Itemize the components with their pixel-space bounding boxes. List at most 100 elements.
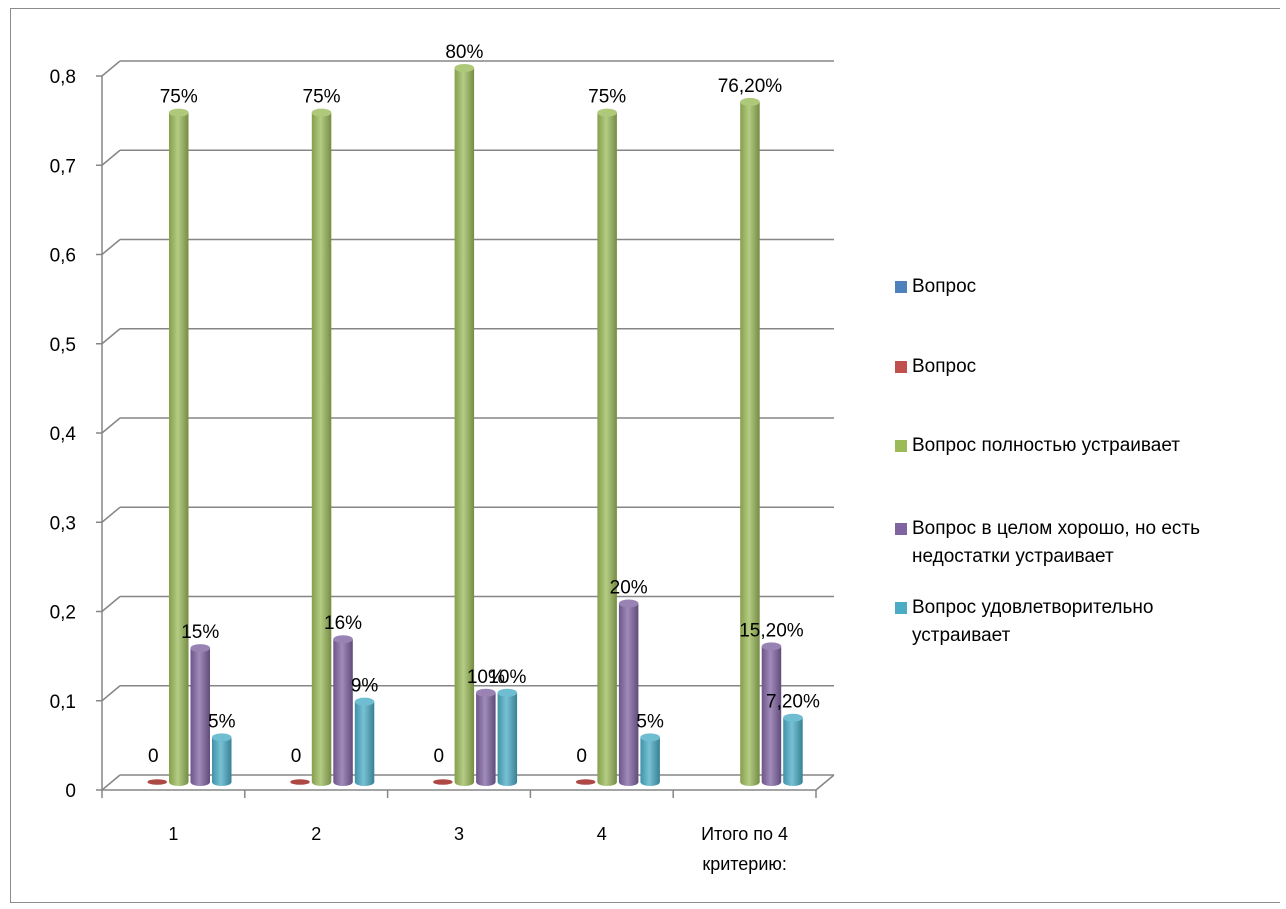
data-label: 75% bbox=[588, 87, 626, 108]
data-label: 7,20% bbox=[766, 692, 820, 713]
bar-top bbox=[454, 64, 475, 72]
legend-label: Вопрос удовлетворительно устраивает bbox=[912, 597, 1154, 646]
data-label: 5% bbox=[636, 711, 664, 732]
bar bbox=[618, 599, 639, 786]
gridline-depth bbox=[101, 595, 121, 613]
bar-body bbox=[333, 639, 353, 786]
bar-body bbox=[740, 101, 760, 787]
data-label: 10% bbox=[467, 667, 505, 688]
bar-top bbox=[761, 642, 782, 651]
bar-body bbox=[354, 701, 375, 786]
data-label: 0 bbox=[434, 746, 445, 767]
x-tick-label: 2 bbox=[311, 824, 321, 844]
data-label: 5% bbox=[208, 711, 236, 732]
bar bbox=[290, 779, 310, 785]
bar-body bbox=[597, 112, 617, 786]
bar-body bbox=[640, 737, 660, 786]
legend-label: Вопрос полностью устраивает bbox=[912, 435, 1180, 456]
bar-zero-disc bbox=[290, 779, 310, 785]
bar bbox=[640, 733, 660, 786]
bar bbox=[433, 779, 453, 785]
bar-body bbox=[761, 646, 782, 786]
data-label: 80% bbox=[445, 42, 483, 63]
bar-top bbox=[740, 97, 760, 106]
bar-top bbox=[597, 108, 617, 117]
bar-zero-disc bbox=[575, 779, 596, 785]
bar-top bbox=[169, 108, 189, 117]
y-tick-label: 0,3 bbox=[50, 513, 76, 534]
bar-top bbox=[618, 599, 639, 608]
y-tick-label: 0,4 bbox=[50, 424, 77, 445]
x-tick-label: 4 bbox=[597, 824, 607, 844]
bar bbox=[497, 688, 518, 786]
data-label: 15% bbox=[181, 622, 219, 643]
bar-top bbox=[783, 713, 803, 722]
bar bbox=[147, 779, 167, 785]
bar-layer bbox=[147, 64, 803, 787]
bar-top bbox=[190, 644, 210, 653]
legend-swatch bbox=[895, 523, 907, 535]
y-tick-label: 0,7 bbox=[50, 156, 76, 177]
legend-item: Вопрос удовлетворительно устраивает bbox=[895, 594, 1212, 650]
data-label: 9% bbox=[351, 676, 379, 697]
bar bbox=[476, 688, 496, 786]
legend-swatch bbox=[895, 440, 907, 452]
bar-top bbox=[476, 688, 496, 697]
bar bbox=[354, 697, 375, 786]
x-tick-label: 1 bbox=[168, 824, 178, 844]
y-tick-label: 0,1 bbox=[50, 692, 76, 713]
bar-body bbox=[783, 717, 803, 786]
bar bbox=[169, 108, 189, 786]
data-label: 16% bbox=[324, 613, 362, 634]
bar-top bbox=[212, 733, 232, 742]
data-label: 0 bbox=[576, 746, 587, 767]
data-label: 0 bbox=[291, 746, 302, 767]
bar bbox=[597, 108, 617, 786]
legend-item: Вопрос bbox=[895, 353, 1212, 381]
bar bbox=[333, 635, 353, 786]
gridline-depth bbox=[101, 774, 121, 791]
bar-body bbox=[190, 648, 210, 786]
data-label: 75% bbox=[160, 87, 198, 108]
legend-swatch bbox=[895, 361, 907, 373]
data-label: 10% bbox=[488, 667, 526, 688]
bar-body bbox=[476, 692, 496, 786]
legend-item: Вопрос полностью устраивает bbox=[895, 432, 1212, 460]
gridline-depth bbox=[101, 685, 121, 702]
bar bbox=[190, 644, 210, 786]
bar-zero-disc bbox=[147, 779, 167, 785]
bar bbox=[575, 779, 596, 785]
bar-top bbox=[497, 688, 518, 697]
legend-label: Вопрос в целом хорошо, но есть недостатк… bbox=[912, 518, 1200, 567]
bar bbox=[783, 713, 803, 786]
data-label: 20% bbox=[610, 578, 648, 599]
y-tick-label: 0,8 bbox=[50, 67, 76, 88]
bar-body bbox=[497, 692, 518, 786]
legend-swatch bbox=[895, 602, 907, 614]
bar bbox=[740, 97, 760, 787]
bar bbox=[311, 108, 332, 786]
y-tick-label: 0,5 bbox=[50, 335, 76, 356]
gridline-depth bbox=[101, 328, 121, 345]
label-layer: 0 75% 15% 5% 0 75% 16% 9% 0 80% 10%10% 0 75% 20% 5% 76,… bbox=[148, 42, 820, 767]
bar-zero-disc bbox=[433, 779, 453, 785]
floor-edge bbox=[815, 774, 835, 791]
bar bbox=[212, 733, 232, 786]
legend-item: Вопрос в целом хорошо, но есть недостатк… bbox=[895, 515, 1212, 571]
bar-body bbox=[618, 603, 639, 786]
y-tick-label: 0 bbox=[65, 781, 76, 802]
bar bbox=[761, 642, 782, 786]
y-tick-label: 0,6 bbox=[50, 246, 76, 267]
data-label: 76,20% bbox=[718, 76, 783, 97]
gridline-depth bbox=[101, 417, 121, 434]
bar-top bbox=[333, 635, 353, 644]
legend-item: Вопрос bbox=[895, 273, 1212, 301]
bar-top bbox=[311, 108, 332, 117]
bar bbox=[454, 64, 475, 786]
legend-label: Вопрос bbox=[912, 276, 977, 297]
bar-body bbox=[169, 112, 189, 786]
bar-top bbox=[640, 733, 660, 742]
bar-body bbox=[212, 737, 232, 786]
gridline-depth bbox=[101, 238, 121, 256]
